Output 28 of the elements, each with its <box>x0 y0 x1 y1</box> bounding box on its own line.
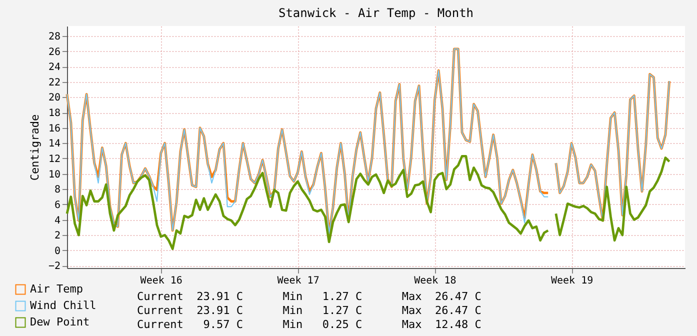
y-tick-label: 0 <box>54 246 60 257</box>
y-tick-label: 8 <box>54 184 60 196</box>
y-tick-label: 12 <box>48 154 60 165</box>
text: Current 23.91 C Min 1.27 C Max 26.47 C <box>137 290 482 303</box>
text: Current 23.91 C Min 1.27 C Max 26.47 C <box>137 304 482 317</box>
y-axis-title: Centigrade <box>28 114 42 181</box>
y-tick-label: 2 <box>54 230 60 242</box>
y-tick-label: 6 <box>54 200 60 211</box>
x-tick-label: Week 17 <box>277 276 320 286</box>
x-tick-label: Week 16 <box>140 276 182 286</box>
x-tick-label: Week 19 <box>550 276 594 286</box>
y-tick-label: 14 <box>48 138 60 150</box>
x-tick-label: Week 18 <box>414 276 456 286</box>
y-tick-label: 26 <box>48 46 60 58</box>
y-tick-label: 10 <box>48 169 60 180</box>
legend-label: Dew Point <box>30 316 90 328</box>
y-tick-label: 20 <box>48 92 60 104</box>
y-tick-label: 4 <box>54 215 60 226</box>
y-tick-label: 28 <box>48 31 60 42</box>
text: Current 9.57 C Min 0.25 C Max 12.48 C <box>137 318 482 331</box>
legend-label: Air Temp <box>30 282 83 296</box>
y-tick-label: −2 <box>48 261 60 272</box>
chart-title: Stanwick - Air Temp - Month <box>278 6 474 20</box>
y-tick-label: 18 <box>48 108 60 120</box>
y-tick-label: 16 <box>48 123 60 134</box>
legend-label: Wind Chill <box>30 299 96 312</box>
y-tick-label: 22 <box>48 77 60 88</box>
y-tick-label: 24 <box>48 62 60 74</box>
